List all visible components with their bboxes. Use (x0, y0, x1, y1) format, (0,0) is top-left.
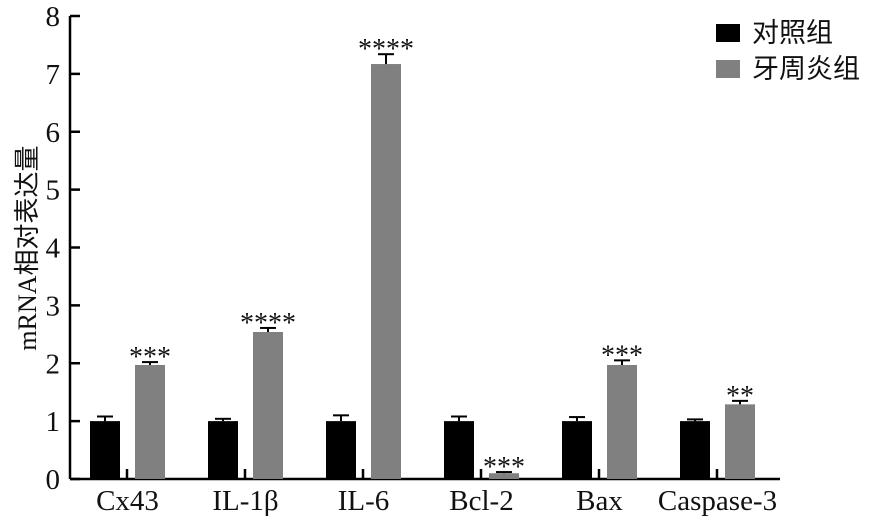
bar-periodontitis (371, 64, 401, 479)
y-tick-label: 2 (46, 348, 61, 380)
bar-control (326, 421, 356, 479)
x-category-label: Cx43 (96, 485, 159, 517)
labels: ***Cx43****IL-1β****IL-6***Bcl-2***Bax**… (96, 34, 777, 517)
y-axis-label: mRNA相对表达量 (13, 145, 42, 350)
y-tick-label: 7 (46, 59, 61, 91)
x-category-label: IL-6 (338, 485, 390, 517)
legend-label: 对照组 (752, 18, 833, 49)
y-tick-label: 3 (46, 290, 61, 322)
x-category-label: Caspase-3 (658, 485, 777, 517)
significance-marker: **** (240, 308, 296, 339)
axes: 0 1 2 3 4 5 6 7 8 (46, 1, 780, 496)
x-category-label: Bcl-2 (449, 485, 513, 517)
bar-control (90, 421, 120, 479)
bar-control (208, 421, 238, 479)
bar-periodontitis (725, 404, 755, 479)
significance-marker: *** (129, 342, 171, 373)
significance-marker: *** (601, 340, 643, 371)
y-tick-label: 4 (46, 233, 61, 265)
y-tick-label: 8 (46, 1, 61, 33)
bar-control (680, 421, 710, 479)
y-tick-label: 1 (46, 406, 61, 438)
bar-control (444, 421, 474, 479)
bar-periodontitis (489, 473, 519, 479)
significance-marker: *** (483, 452, 525, 483)
bar-periodontitis (135, 364, 165, 479)
x-category-label: IL-1β (212, 485, 278, 517)
y-tick-label: 6 (46, 117, 61, 149)
significance-marker: **** (358, 34, 414, 65)
y-tick-label: 0 (46, 464, 61, 496)
legend-swatch-control (716, 24, 740, 42)
significance-marker: ** (726, 381, 754, 412)
bar-control (562, 421, 592, 479)
bars (90, 53, 755, 479)
bar-periodontitis (253, 331, 283, 479)
legend-swatch-periodontitis (716, 60, 740, 78)
bar-periodontitis (607, 364, 637, 479)
x-category-label: Bax (576, 485, 623, 517)
legend-label: 牙周炎组 (752, 54, 860, 85)
y-tick-label: 5 (46, 175, 61, 207)
